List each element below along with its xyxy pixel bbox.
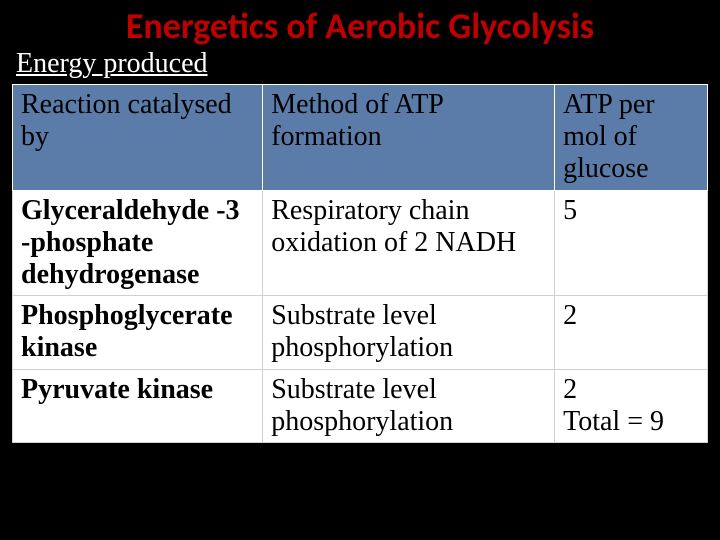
cell-atp: 5 bbox=[555, 190, 708, 296]
table-row: Glyceraldehyde -3 -phosphate dehydrogena… bbox=[13, 190, 708, 296]
cell-method: Respiratory chain oxidation of 2 NADH bbox=[263, 190, 555, 296]
page-title: Energetics of Aerobic Glycolysis bbox=[0, 0, 720, 50]
cell-method: Substrate level phosphorylation bbox=[263, 369, 555, 442]
col-header-atp: ATP per mol of glucose bbox=[555, 85, 708, 191]
cell-reaction: Glyceraldehyde -3 -phosphate dehydrogena… bbox=[13, 190, 263, 296]
cell-atp: 2 Total = 9 bbox=[555, 369, 708, 442]
table-row: Phosphoglycerate kinase Substrate level … bbox=[13, 296, 708, 369]
table-row: Pyruvate kinase Substrate level phosphor… bbox=[13, 369, 708, 442]
table-header-row: Reaction catalysed by Method of ATP form… bbox=[13, 85, 708, 191]
cell-reaction: Phosphoglycerate kinase bbox=[13, 296, 263, 369]
col-header-reaction: Reaction catalysed by bbox=[13, 85, 263, 191]
subtitle: Energy produced bbox=[0, 48, 720, 80]
energetics-table: Reaction catalysed by Method of ATP form… bbox=[12, 84, 708, 443]
cell-reaction: Pyruvate kinase bbox=[13, 369, 263, 442]
col-header-method: Method of ATP formation bbox=[263, 85, 555, 191]
cell-atp: 2 bbox=[555, 296, 708, 369]
cell-method: Substrate level phosphorylation bbox=[263, 296, 555, 369]
